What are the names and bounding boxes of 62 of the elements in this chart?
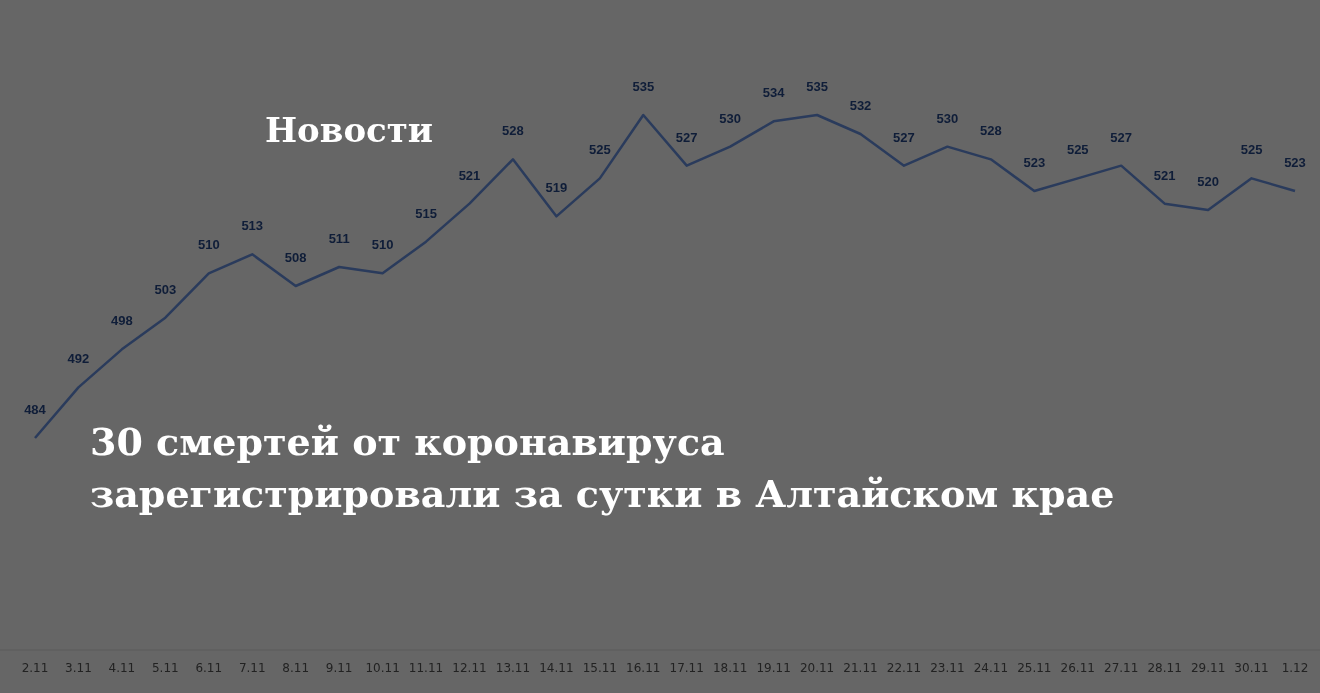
- x-tick-label: 18.11: [712, 661, 748, 675]
- data-label: 492: [67, 351, 90, 367]
- data-label: 519: [545, 180, 568, 196]
- data-label: 498: [111, 313, 133, 329]
- data-label: 528: [502, 123, 524, 139]
- data-label: 523: [1284, 155, 1306, 170]
- data-label: 510: [371, 237, 394, 253]
- x-tick-label: 20.11: [799, 661, 835, 675]
- data-label: 525: [1066, 142, 1089, 158]
- data-label: 530: [719, 110, 742, 126]
- x-tick-label: 11.11: [408, 661, 444, 675]
- x-tick-label: 13.11: [495, 661, 531, 675]
- data-label: 527: [675, 129, 698, 145]
- x-tick-label: 29.11: [1190, 661, 1226, 675]
- x-tick-label: 9.11: [325, 661, 353, 675]
- x-tick-label: 10.11: [365, 661, 400, 675]
- data-label: 508: [284, 250, 307, 265]
- data-label: 520: [1197, 174, 1219, 189]
- x-tick-label: 21.11: [843, 661, 878, 675]
- data-label: 530: [936, 110, 959, 126]
- data-label: 513: [241, 218, 264, 234]
- x-tick-label: 19.11: [756, 661, 791, 675]
- data-label: 535: [806, 79, 828, 94]
- x-tick-label: 6.11: [195, 661, 223, 675]
- x-tick-label: 22.11: [886, 661, 922, 675]
- data-label: 525: [1240, 142, 1263, 158]
- data-label: 511: [328, 231, 350, 246]
- x-tick-label: 8.11: [282, 661, 310, 675]
- x-tick-label: 12.11: [452, 661, 487, 675]
- x-tick-label: 23.11: [930, 661, 965, 675]
- x-tick-label: 24.11: [973, 661, 1009, 675]
- x-tick-label: 14.11: [539, 661, 574, 675]
- x-tick-label: 3.11: [65, 661, 92, 675]
- data-label: 535: [632, 79, 655, 94]
- x-tick-label: 26.11: [1060, 661, 1095, 675]
- x-tick-label: 15.11: [582, 661, 618, 675]
- data-label: 521: [1153, 167, 1176, 183]
- data-label: 527: [1110, 129, 1133, 145]
- x-tick-label: 30.11: [1234, 661, 1269, 675]
- data-label: 534: [762, 85, 786, 101]
- data-label: 484: [24, 402, 47, 417]
- data-label: 515: [415, 205, 437, 221]
- data-label: 527: [893, 129, 915, 145]
- data-label: 510: [197, 237, 220, 253]
- x-tick-label: 16.11: [626, 661, 661, 675]
- x-tick-label: 28.11: [1147, 661, 1182, 675]
- data-label: 532: [849, 98, 872, 113]
- x-tick-label: 5.11: [151, 661, 179, 675]
- x-tick-label: 7.11: [238, 661, 266, 675]
- data-label: 523: [1023, 155, 1046, 170]
- chart-subtitle: Новости: [265, 110, 434, 150]
- data-label: 521: [458, 167, 481, 183]
- x-tick-label: 17.11: [669, 661, 704, 675]
- x-tick-label: 27.11: [1104, 661, 1139, 675]
- x-tick-label: 25.11: [1017, 661, 1052, 675]
- x-tick-label: 4.11: [108, 661, 136, 675]
- x-tick-label: 2.11: [21, 661, 49, 675]
- data-label: 503: [154, 281, 177, 297]
- text: 30 смертей от коронавируса зарегистрировали за сутки в Алтайском крае: [90, 419, 1115, 516]
- data-label: 528: [980, 123, 1002, 139]
- x-tick-label: 1.12: [1281, 661, 1309, 675]
- data-label: 525: [588, 142, 611, 158]
